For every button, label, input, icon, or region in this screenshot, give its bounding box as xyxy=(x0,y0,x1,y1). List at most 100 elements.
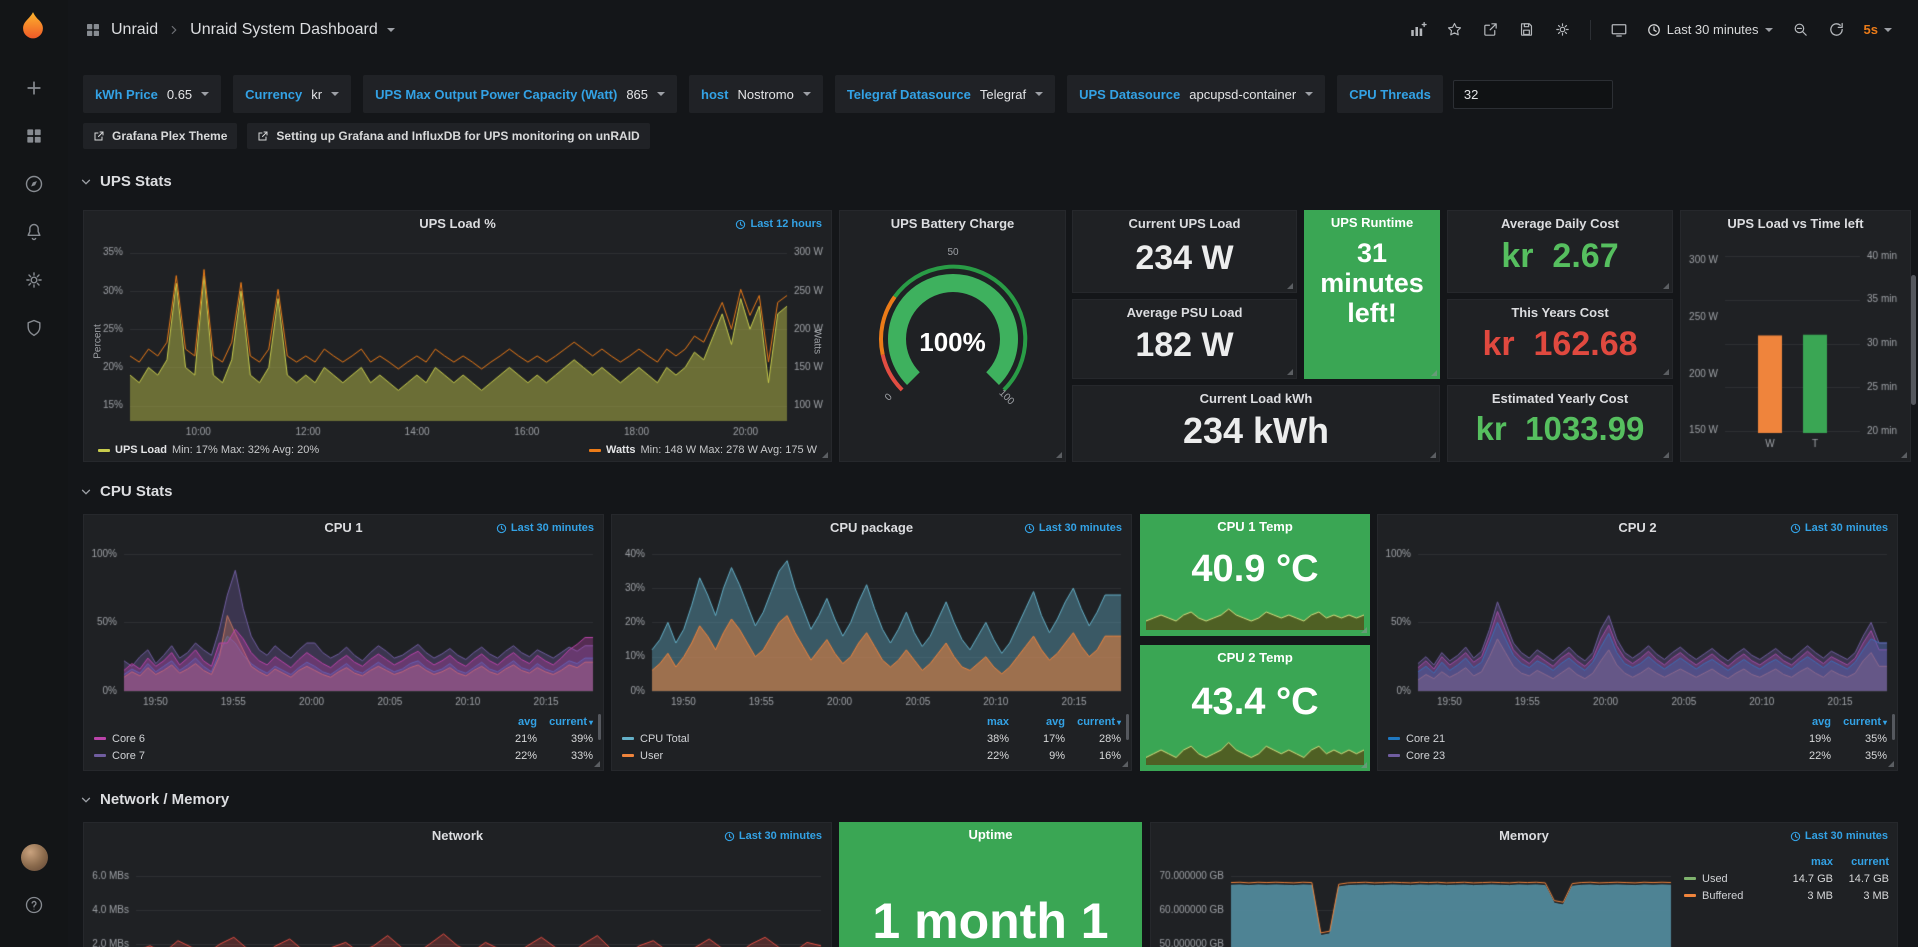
legend-scrollbar[interactable] xyxy=(1126,714,1129,740)
series-name[interactable]: Watts xyxy=(605,444,636,456)
cpu1-chart[interactable] xyxy=(84,539,605,707)
variable-host[interactable]: host Nostromo xyxy=(689,75,823,113)
legend-col-header[interactable]: avg xyxy=(518,715,537,728)
legend: avg current Core 6 21% 39% Core 7 22% 33… xyxy=(94,713,593,764)
legend-row: Core 6 21% 39% xyxy=(94,730,593,747)
dashboard-settings-button[interactable] xyxy=(1554,21,1571,38)
legend-scrollbar[interactable] xyxy=(598,714,601,740)
legend-value: 14.7 GB xyxy=(1792,872,1833,885)
panel-title[interactable]: Memory xyxy=(1499,828,1549,843)
time-range-picker[interactable]: Last 30 minutes xyxy=(1647,22,1773,37)
page-scrollbar[interactable] xyxy=(1911,275,1916,405)
series-swatch xyxy=(94,754,106,757)
sidebar-item-help[interactable] xyxy=(14,885,54,925)
series-name[interactable]: User xyxy=(622,750,953,762)
panel-title[interactable]: Estimated Yearly Cost xyxy=(1491,391,1629,406)
dashboard-link[interactable]: Grafana Plex Theme xyxy=(83,123,238,149)
panel-title[interactable]: Average PSU Load xyxy=(1126,305,1243,320)
memory-chart[interactable] xyxy=(1151,847,1681,947)
sidebar-item-configuration[interactable] xyxy=(14,260,54,300)
sidebar-item-dashboards[interactable] xyxy=(14,116,54,156)
legend-row: CPU Total 38% 17% 28% xyxy=(622,730,1121,747)
panel-title[interactable]: CPU 1 xyxy=(324,520,363,535)
panel-title[interactable]: Current UPS Load xyxy=(1128,216,1241,231)
caret-down-icon xyxy=(802,92,811,96)
series-name[interactable]: Core 23 xyxy=(1388,750,1775,762)
star-button[interactable] xyxy=(1446,21,1463,38)
cpu-package-chart[interactable] xyxy=(612,539,1133,707)
refresh-interval-picker[interactable]: 5s xyxy=(1864,22,1892,37)
series-name[interactable]: Used xyxy=(1684,873,1777,885)
series-name[interactable]: Core 21 xyxy=(1388,733,1775,745)
panel-title[interactable]: CPU 2 Temp xyxy=(1217,650,1293,665)
variable-value[interactable]: Nostromo xyxy=(737,86,794,102)
add-panel-button[interactable] xyxy=(1409,21,1427,39)
sidebar-item-profile[interactable] xyxy=(14,837,54,877)
variable-value[interactable]: Telegraf xyxy=(979,86,1027,102)
legend-col-header[interactable]: current xyxy=(1065,716,1121,728)
variable-value[interactable]: 0.65 xyxy=(166,86,193,102)
variable-value[interactable]: kr xyxy=(311,86,323,102)
variable-telegraf-datasource[interactable]: Telegraf Datasource Telegraf xyxy=(834,75,1056,113)
cpu-threads-input[interactable]: 32 xyxy=(1452,79,1613,109)
panel-title[interactable]: UPS Battery Charge xyxy=(890,216,1015,231)
legend-col-header[interactable]: avg xyxy=(1812,715,1831,728)
legend-col-header[interactable]: current xyxy=(537,716,593,728)
variable-ups-datasource[interactable]: UPS Datasource apcupsd-container xyxy=(1067,75,1326,113)
sidebar-item-create[interactable] xyxy=(14,68,54,108)
section-cpu-stats[interactable]: CPU Stats xyxy=(79,483,173,500)
panel-title[interactable]: UPS Load vs Time left xyxy=(1727,216,1864,231)
legend-col-header[interactable]: current xyxy=(1831,716,1887,728)
panel-title[interactable]: Network xyxy=(431,828,484,843)
variable-value[interactable]: 865 xyxy=(626,86,649,102)
panel-title[interactable]: UPS Load % xyxy=(419,216,496,231)
panel-title[interactable]: CPU package xyxy=(829,520,914,535)
legend-item[interactable]: UPS Load Min: 17% Max: 32% Avg: 20% xyxy=(98,444,319,456)
legend-item[interactable]: Watts Min: 148 W Max: 278 W Avg: 175 W xyxy=(588,444,817,456)
variable-currency[interactable]: Currency kr xyxy=(233,75,352,113)
breadcrumb: Unraid Unraid System Dashboard xyxy=(84,21,395,39)
panel-title[interactable]: Average Daily Cost xyxy=(1500,216,1619,231)
panel-title[interactable]: Current Load kWh xyxy=(1199,391,1313,406)
stat-value: 40.9 °C xyxy=(1191,548,1319,590)
variable-value[interactable]: apcupsd-container xyxy=(1189,86,1297,102)
panel-title[interactable]: Uptime xyxy=(968,827,1013,842)
zoom-out-button[interactable] xyxy=(1792,21,1809,38)
ups-load-chart[interactable] xyxy=(84,235,833,439)
sidebar-item-server-admin[interactable] xyxy=(14,308,54,348)
series-name[interactable]: Core 6 xyxy=(94,733,481,745)
legend-col-header[interactable]: max xyxy=(1810,855,1833,868)
grafana-logo[interactable] xyxy=(16,10,52,46)
series-name[interactable]: CPU Total xyxy=(622,733,953,745)
cpu2-chart[interactable] xyxy=(1378,539,1899,707)
cycle-view-button[interactable] xyxy=(1610,21,1628,39)
sidebar-item-alerting[interactable] xyxy=(14,212,54,252)
help-icon xyxy=(24,895,44,915)
refresh-button[interactable] xyxy=(1828,21,1845,38)
sidebar-item-explore[interactable] xyxy=(14,164,54,204)
panel-title[interactable]: UPS Runtime xyxy=(1330,215,1414,230)
breadcrumb-title[interactable]: Unraid System Dashboard xyxy=(190,20,378,38)
legend-col-header[interactable]: current xyxy=(1851,855,1889,868)
series-name[interactable]: Core 7 xyxy=(94,750,481,762)
variable-kwh-price[interactable]: kWh Price 0.65 xyxy=(83,75,222,113)
series-name[interactable]: Buffered xyxy=(1684,890,1777,902)
ups-vs-time-chart[interactable] xyxy=(1681,235,1912,449)
network-chart[interactable] xyxy=(84,847,833,947)
breadcrumb-folder[interactable]: Unraid xyxy=(111,20,159,38)
panel-title[interactable]: CPU 1 Temp xyxy=(1217,519,1293,534)
dashboard-link[interactable]: Setting up Grafana and InfluxDB for UPS … xyxy=(247,123,650,149)
series-name[interactable]: UPS Load xyxy=(115,444,167,456)
variable-ups-max-output[interactable]: UPS Max Output Power Capacity (Watt) 865 xyxy=(363,75,678,113)
section-ups-stats[interactable]: UPS Stats xyxy=(79,173,172,190)
panel-title[interactable]: CPU 2 xyxy=(1618,520,1657,535)
stat-value: kr 162.68 xyxy=(1482,325,1638,363)
panel-title[interactable]: This Years Cost xyxy=(1511,305,1609,320)
share-button[interactable] xyxy=(1482,21,1499,38)
section-network-memory[interactable]: Network / Memory xyxy=(79,791,229,808)
legend-col-header[interactable]: avg xyxy=(1046,715,1065,728)
save-button[interactable] xyxy=(1518,21,1535,38)
series-stats: Min: 17% Max: 32% Avg: 20% xyxy=(171,444,320,456)
legend-col-header[interactable]: max xyxy=(986,715,1009,728)
legend-scrollbar[interactable] xyxy=(1892,714,1895,740)
